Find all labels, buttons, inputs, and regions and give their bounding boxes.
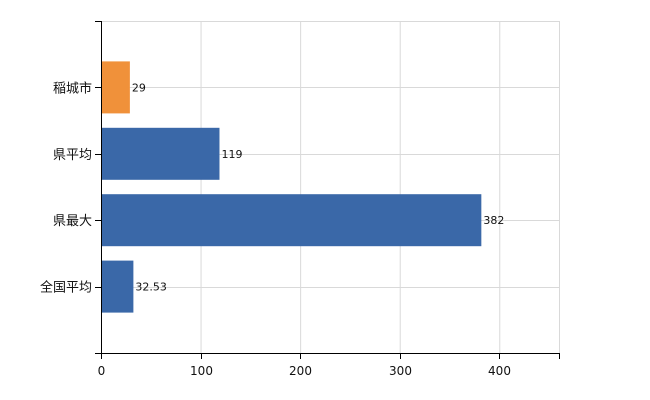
data-label: 382 [483,214,504,227]
data-label: 119 [221,148,242,161]
x-tick-label: 0 [98,364,106,378]
data-label: 29 [132,81,146,94]
bar [101,194,482,247]
data-label: 32.53 [135,281,167,294]
x-tick-label: 100 [190,364,213,378]
bar [101,61,130,114]
grid-lines [101,21,560,353]
bars [101,61,482,313]
axes [95,21,560,359]
bar [101,260,134,313]
x-tick-label: 200 [289,364,312,378]
category-label: 全国平均 [40,280,92,296]
labels: 29 稲城市 119 県平均 382 県最大 32.53 全国平均 0 100 200 300 400 [40,80,511,378]
category-label: 県最大 [53,214,92,229]
category-label: 稲城市 [53,80,92,96]
x-tick-label: 400 [488,364,511,378]
x-tick-label: 300 [389,364,412,378]
bar [101,127,220,180]
category-label: 県平均 [53,148,92,163]
